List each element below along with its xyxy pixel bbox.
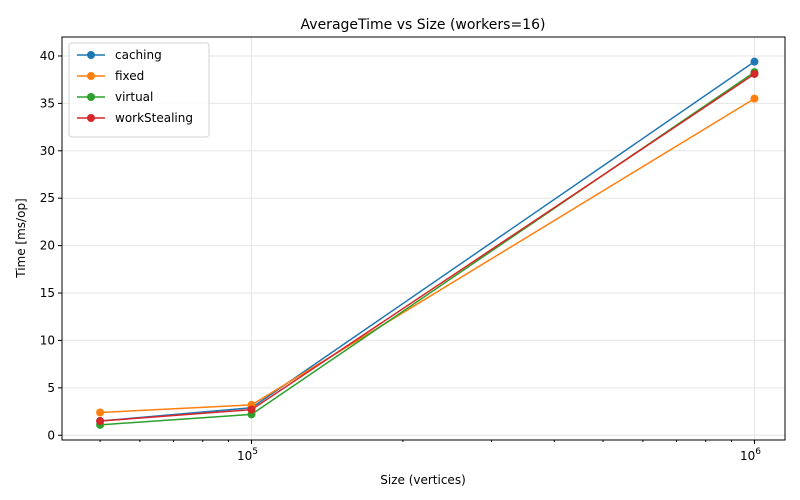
- data-point-workStealing: [96, 417, 105, 426]
- legend-label: caching: [115, 48, 162, 62]
- plot-area-frame: [61, 36, 786, 441]
- legend-label: virtual: [115, 90, 153, 104]
- axis-ticks: 0 5 10 15 20 25 30 35 40 105 106: [40, 49, 762, 463]
- y-tick-label: 10: [40, 333, 55, 347]
- data-point-caching: [750, 57, 759, 66]
- legend-item-fixed: fixed: [77, 69, 144, 83]
- legend-swatch-marker: [87, 51, 95, 59]
- y-tick-label: 20: [40, 239, 55, 253]
- y-tick-label: 0: [47, 428, 55, 442]
- data-point-fixed: [96, 408, 105, 417]
- legend-swatch-marker: [87, 93, 95, 101]
- series-fixed: [96, 94, 759, 417]
- x-tick-label: 106: [740, 447, 761, 463]
- y-axis-label: Time [ms/op]: [14, 198, 28, 279]
- plot-series: [96, 57, 759, 429]
- legend-label: workStealing: [115, 111, 193, 125]
- legend-swatch-marker: [87, 72, 95, 80]
- data-point-workStealing: [247, 405, 256, 414]
- legend-label: fixed: [115, 69, 144, 83]
- grid: [62, 37, 785, 440]
- y-tick-label: 40: [40, 49, 55, 63]
- chart-title: AverageTime vs Size (workers=16): [301, 17, 546, 33]
- y-tick-label: 15: [40, 286, 55, 300]
- legend: caching fixed virtual workStealing: [68, 42, 210, 138]
- legend-item-virtual: virtual: [77, 90, 153, 104]
- y-tick-label: 25: [40, 191, 55, 205]
- legend-item-caching: caching: [77, 48, 162, 62]
- data-point-fixed: [750, 94, 759, 103]
- y-tick-label: 30: [40, 144, 55, 158]
- legend-swatch-marker: [87, 114, 95, 122]
- x-axis-label: Size (vertices): [380, 473, 466, 487]
- x-tick-label: 105: [237, 447, 258, 463]
- y-tick-label: 35: [40, 96, 55, 110]
- series-line-fixed: [100, 97, 755, 414]
- legend-box: [68, 42, 210, 138]
- series-workStealing: [96, 69, 759, 426]
- data-point-workStealing: [750, 69, 759, 78]
- y-tick-label: 5: [47, 381, 55, 395]
- legend-item-workStealing: workStealing: [77, 111, 193, 125]
